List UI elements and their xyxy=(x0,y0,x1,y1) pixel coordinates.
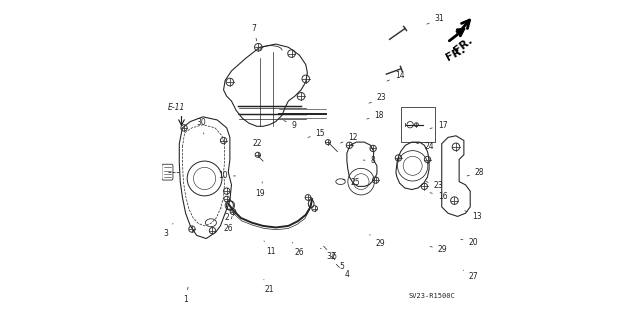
Text: 2: 2 xyxy=(221,208,230,222)
Text: 27: 27 xyxy=(463,270,478,281)
Text: 9: 9 xyxy=(284,120,296,130)
Text: 8: 8 xyxy=(364,156,376,165)
Text: 20: 20 xyxy=(461,238,478,247)
Text: 31: 31 xyxy=(427,14,444,24)
Text: 23: 23 xyxy=(426,181,444,189)
Text: 17: 17 xyxy=(430,121,447,130)
Text: FR.: FR. xyxy=(445,44,467,63)
Text: 30: 30 xyxy=(196,118,206,134)
Text: 22: 22 xyxy=(252,139,262,156)
Text: 14: 14 xyxy=(387,71,404,81)
Text: 7: 7 xyxy=(251,24,257,41)
Text: 1: 1 xyxy=(183,287,188,304)
Text: 21: 21 xyxy=(264,279,274,294)
Text: 6: 6 xyxy=(324,246,337,261)
Text: 11: 11 xyxy=(264,241,276,256)
Text: 10: 10 xyxy=(218,171,236,181)
Text: 26: 26 xyxy=(224,216,234,234)
Text: E-11: E-11 xyxy=(168,103,185,112)
Text: 25: 25 xyxy=(343,178,360,187)
Text: 19: 19 xyxy=(255,182,264,197)
Text: 32: 32 xyxy=(321,248,336,261)
Text: 24: 24 xyxy=(417,142,434,151)
Text: 15: 15 xyxy=(308,130,325,138)
Text: 26: 26 xyxy=(292,242,304,257)
Text: 28: 28 xyxy=(467,168,484,177)
Text: 5: 5 xyxy=(332,256,344,271)
Text: 12: 12 xyxy=(340,133,358,143)
Text: 4: 4 xyxy=(336,264,349,279)
Text: FR.: FR. xyxy=(452,34,474,55)
Text: 29: 29 xyxy=(369,235,385,248)
Text: 18: 18 xyxy=(367,111,384,120)
Text: 16: 16 xyxy=(430,192,447,201)
Text: 13: 13 xyxy=(465,211,482,221)
Text: 23: 23 xyxy=(369,93,387,103)
Text: 3: 3 xyxy=(164,224,173,238)
Text: SV23-R1500C: SV23-R1500C xyxy=(408,293,455,299)
Text: 29: 29 xyxy=(430,245,447,255)
